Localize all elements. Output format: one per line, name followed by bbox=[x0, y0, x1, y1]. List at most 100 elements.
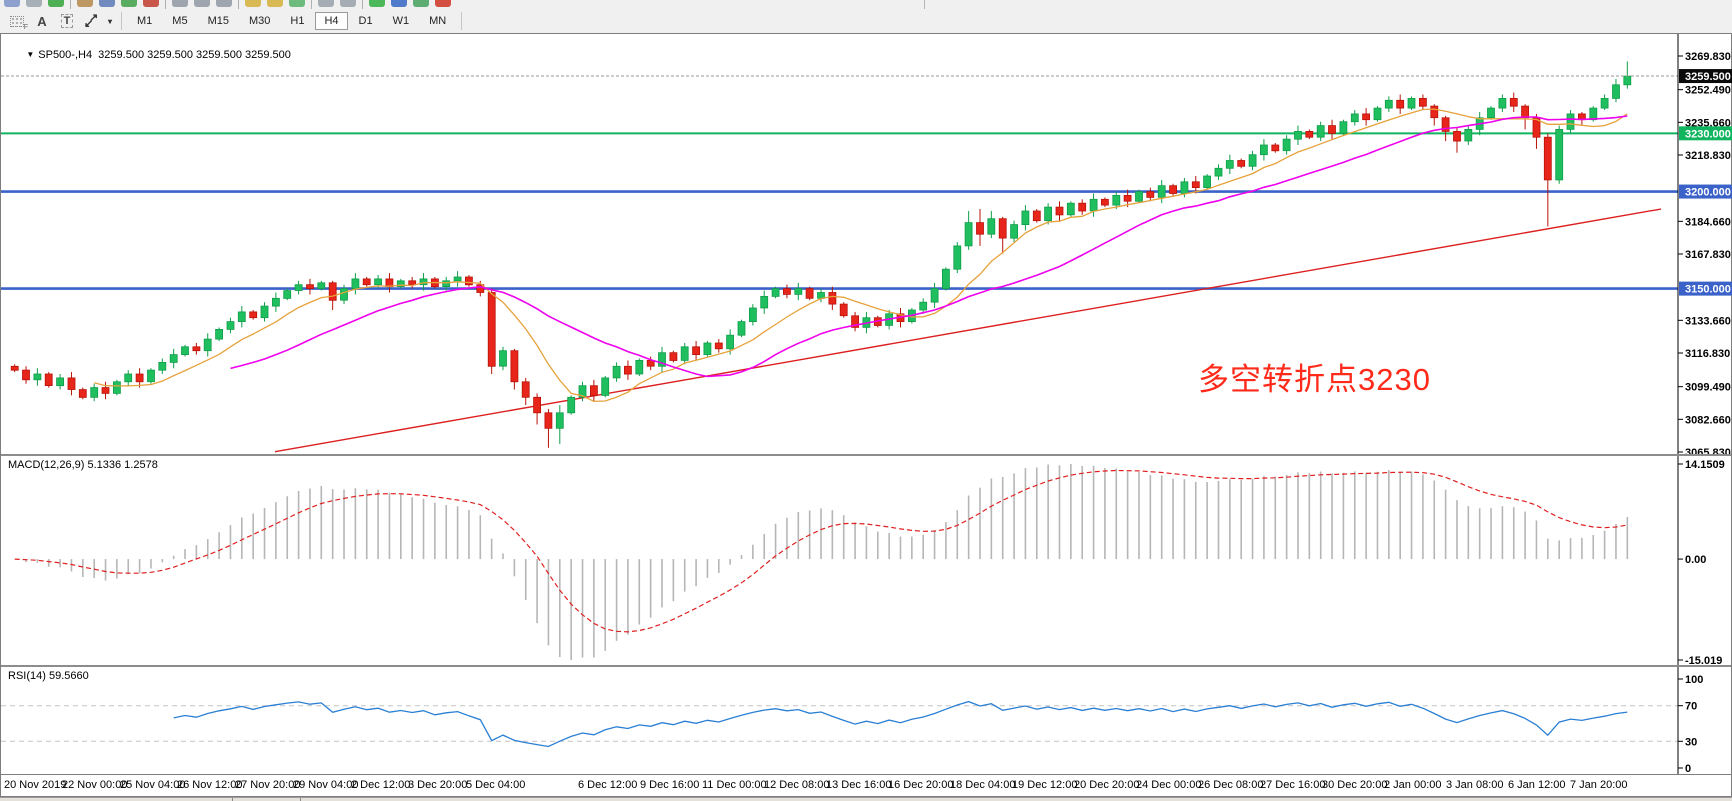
macd-pane: MACD(12,26,9) 5.1336 1.2578 14.1509 0.00 -… bbox=[1, 456, 1731, 665]
toolbar-icon-fragment[interactable] bbox=[99, 0, 115, 7]
candle-body bbox=[1328, 125, 1336, 134]
candle-body bbox=[510, 350, 519, 383]
candle-body bbox=[1055, 206, 1064, 216]
time-axis-label: 24 Dec 00:00 bbox=[1136, 779, 1202, 791]
toolbar-icon-fragment[interactable] bbox=[143, 0, 159, 7]
candle-body bbox=[44, 373, 53, 387]
candle-body bbox=[340, 288, 348, 301]
toolbar-separator bbox=[165, 0, 166, 9]
timeframe-button-W1[interactable]: W1 bbox=[392, 15, 410, 27]
toolbar-icon-fragment[interactable] bbox=[289, 0, 305, 7]
candle-body bbox=[1373, 107, 1382, 121]
price-tick-label: 3167.830 bbox=[1685, 249, 1731, 261]
toolbar-icon-fragment[interactable] bbox=[391, 0, 407, 7]
rsi-pane: RSI(14) 59.5660 100 70 30 0 bbox=[1, 667, 1731, 774]
timeframe-button-M5[interactable]: M5 bbox=[172, 15, 188, 27]
candle-body bbox=[442, 280, 451, 288]
time-axis-label: 2 Dec 12:00 bbox=[351, 779, 411, 791]
candle-body bbox=[226, 321, 235, 330]
candle-body bbox=[828, 292, 837, 305]
price-level-badge-label: 3200.000 bbox=[1685, 187, 1731, 199]
pane-separator[interactable] bbox=[1, 665, 1731, 667]
timeframe-button-M1[interactable]: M1 bbox=[137, 15, 153, 27]
candle-body bbox=[1089, 198, 1098, 212]
candle-body bbox=[544, 412, 553, 429]
toolbar-icon-fragment[interactable] bbox=[77, 0, 93, 7]
time-axis-label: 11 Dec 00:00 bbox=[702, 779, 767, 791]
candle-body bbox=[158, 361, 167, 371]
toolbar-icon-fragment[interactable] bbox=[267, 0, 283, 7]
rsi-canvas[interactable]: 100 70 30 0 bbox=[1, 667, 1732, 774]
macd-canvas[interactable]: 14.1509 0.00 -15.019 bbox=[1, 456, 1732, 665]
candle-body bbox=[1135, 191, 1143, 202]
toolbar-icon-fragment[interactable] bbox=[121, 0, 137, 7]
toolbar-icon-fragment[interactable] bbox=[48, 0, 64, 7]
toolbar-icon-fragment[interactable] bbox=[4, 0, 20, 7]
pane-separator[interactable] bbox=[1, 454, 1731, 456]
candle-body bbox=[1180, 181, 1189, 194]
price-tick-label: 3099.490 bbox=[1685, 382, 1731, 394]
toolbar-icon-fragment[interactable] bbox=[216, 0, 232, 7]
timeframe-button-H1[interactable]: H1 bbox=[290, 15, 305, 27]
candle-body bbox=[760, 295, 769, 309]
time-axis-label: 19 Dec 12:00 bbox=[1012, 779, 1078, 791]
candle-body bbox=[10, 365, 19, 371]
candle-body bbox=[521, 381, 530, 398]
macd-histogram bbox=[25, 464, 1629, 660]
price-tick-label: 3252.490 bbox=[1685, 85, 1731, 97]
candle-body bbox=[658, 352, 666, 367]
candle-body bbox=[22, 369, 30, 381]
symbol-dropdown-icon[interactable]: ▼ bbox=[26, 50, 35, 59]
toolbar-separator bbox=[461, 12, 463, 30]
time-axis-label: 12 Dec 08:00 bbox=[764, 779, 830, 791]
text-label-tool-button[interactable]: A bbox=[30, 11, 54, 31]
candle-body bbox=[805, 288, 814, 299]
candle-body bbox=[749, 307, 757, 323]
candle-body bbox=[533, 396, 541, 414]
toolbar-icon-fragment[interactable] bbox=[318, 0, 334, 7]
time-axis-label: 7 Jan 20:00 bbox=[1570, 779, 1628, 791]
toolbar-icon-fragment[interactable] bbox=[172, 0, 188, 7]
candle-body bbox=[1589, 107, 1598, 121]
candle-body bbox=[987, 218, 996, 235]
time-axis-label: 20 Nov 2019 bbox=[4, 779, 67, 791]
price-tick-label: 3116.830 bbox=[1685, 348, 1730, 360]
candle-body bbox=[374, 278, 383, 286]
rsi-axis-label: 100 bbox=[1685, 674, 1703, 686]
arrows-icon: ↗ ↙ bbox=[84, 12, 99, 30]
bottom-window-edge bbox=[0, 797, 1732, 801]
toolbar-icon-fragment[interactable] bbox=[26, 0, 42, 7]
toolbar-icon-fragment[interactable] bbox=[435, 0, 451, 7]
candle-body bbox=[612, 365, 621, 379]
timeframe-button-D1[interactable]: D1 bbox=[358, 15, 373, 27]
rsi-axis-label: 30 bbox=[1685, 736, 1697, 748]
price-tick-label: 3082.660 bbox=[1685, 414, 1731, 426]
timeframe-button-M30[interactable]: M30 bbox=[248, 15, 271, 27]
time-axis[interactable]: 20 Nov 2019 22 Nov 00:00 25 Nov 04:00 26 No… bbox=[1, 774, 1731, 795]
time-axis-label: 20 Dec 20:00 bbox=[1074, 779, 1140, 791]
toolbar-icon-fragment[interactable] bbox=[413, 0, 429, 7]
candle-body bbox=[1157, 185, 1166, 198]
candle-body bbox=[67, 377, 76, 390]
timeframe-button-M15[interactable]: M15 bbox=[207, 15, 229, 27]
timeframe-button-MN[interactable]: MN bbox=[429, 15, 447, 27]
candle-body bbox=[192, 346, 201, 352]
price-level-badge bbox=[1679, 281, 1732, 296]
candle-body bbox=[942, 268, 950, 289]
arrow-tools-button[interactable]: ↗ ↙ bbox=[80, 11, 104, 31]
cursor-grid-tool-button[interactable] bbox=[5, 11, 29, 31]
toolbar-icon-fragment[interactable] bbox=[194, 0, 210, 7]
timeframe-button-H4[interactable]: H4 bbox=[315, 12, 348, 30]
candle-body bbox=[78, 389, 87, 398]
text-box-tool-button[interactable]: T bbox=[55, 11, 79, 31]
candle-body bbox=[953, 245, 962, 270]
rsi-axis: 100 70 30 0 bbox=[1677, 667, 1703, 774]
candle-body bbox=[1203, 175, 1211, 189]
toolbar-icon-fragment[interactable] bbox=[245, 0, 261, 7]
candle-body bbox=[56, 377, 64, 387]
main-chart-canvas[interactable]: 3269.8303252.4903235.6603218.8303184.660… bbox=[1, 34, 1732, 454]
candle-body bbox=[1021, 210, 1030, 226]
arrow-tools-dropdown[interactable]: ▾ bbox=[105, 11, 115, 31]
toolbar-icon-fragment[interactable] bbox=[340, 0, 356, 7]
toolbar-icon-fragment[interactable] bbox=[369, 0, 385, 7]
